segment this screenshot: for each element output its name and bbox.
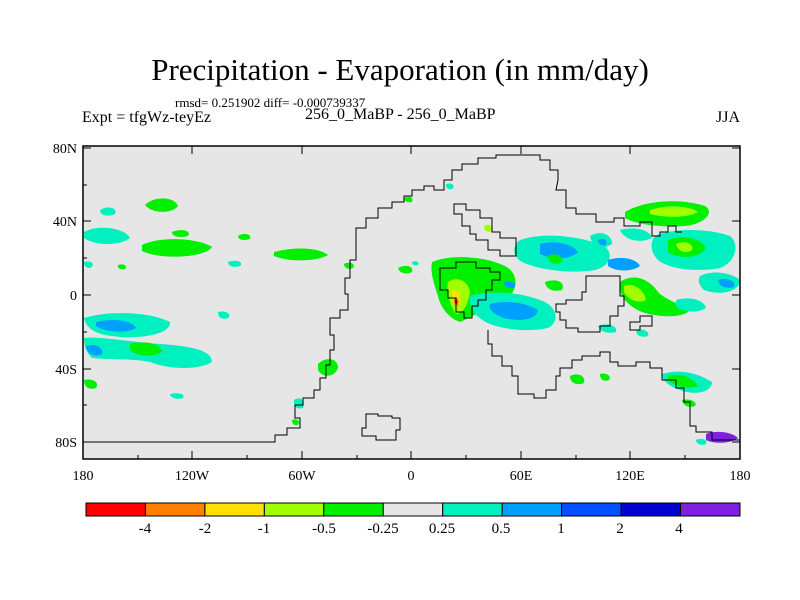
colorbar-box — [144, 502, 206, 517]
anomaly-blob — [446, 183, 454, 190]
anomaly-blob — [650, 206, 698, 217]
season-label: JJA — [715, 109, 740, 126]
colorbar-label: -0.25 — [367, 521, 398, 537]
colorbar-label: 1 — [557, 521, 565, 537]
landmass-outline — [83, 154, 682, 443]
colorbar: -4 -2 -1 -0.5 -0.25 0.25 0.5 1 2 4 — [85, 502, 741, 537]
anomaly-blob — [570, 374, 585, 385]
anomaly-blob — [404, 196, 413, 203]
anomaly-blob — [608, 258, 640, 271]
y-label-80s: 80S — [55, 436, 77, 451]
anomaly-blob — [344, 262, 354, 269]
anomaly-blob — [489, 302, 538, 320]
anomaly-blob — [172, 230, 189, 237]
anomaly-blob — [292, 419, 300, 426]
anomaly-blob — [96, 320, 136, 332]
colorbar-box — [263, 502, 325, 517]
colorbar-box — [501, 502, 563, 517]
anomaly-blob — [117, 264, 127, 270]
landmass-outline — [361, 413, 401, 441]
anomaly-blob — [682, 399, 696, 407]
anomaly-blob — [86, 345, 103, 356]
anomaly-blob — [598, 238, 607, 246]
x-label-120e: 120E — [615, 469, 645, 484]
experiment-label: Expt = tfgWz-teyEz — [82, 109, 211, 126]
y-label-0: 0 — [70, 289, 77, 304]
anomaly-blob — [84, 227, 130, 244]
anomaly-fields — [84, 183, 740, 445]
anomaly-blob — [484, 224, 492, 232]
x-label-60w: 60W — [288, 469, 316, 484]
y-label-40s: 40S — [55, 363, 77, 378]
plot-title: Precipitation - Evaporation (in mm/day) — [151, 52, 649, 87]
anomaly-blob — [398, 265, 413, 274]
anomaly-blob — [218, 311, 230, 319]
anomaly-blob — [145, 198, 178, 212]
anomaly-blob — [676, 298, 706, 312]
anomaly-blob — [636, 329, 649, 337]
x-label-0: 0 — [408, 469, 415, 484]
anomaly-blob — [412, 261, 419, 266]
anomaly-blob — [619, 277, 690, 317]
anomaly-blob — [718, 278, 735, 288]
colorbar-box — [382, 502, 444, 517]
anomaly-blob — [504, 281, 516, 289]
anomaly-blob — [274, 248, 328, 261]
x-ticks — [82, 146, 741, 459]
colorbar-label: -2 — [199, 521, 212, 537]
y-ticks — [83, 147, 740, 443]
anomaly-blob — [84, 379, 98, 389]
anomaly-blob — [600, 373, 610, 381]
y-label-40n: 40N — [53, 215, 77, 230]
colorbar-box — [85, 502, 146, 517]
x-label-180e: 180 — [730, 469, 751, 484]
anomaly-blob — [620, 228, 652, 241]
anomaly-blob — [130, 342, 162, 356]
colorbar-boxes — [85, 502, 741, 517]
colorbar-label: 4 — [675, 521, 683, 537]
colorbar-box — [680, 502, 741, 517]
colorbar-label: -4 — [139, 521, 152, 537]
anomaly-blob — [100, 207, 116, 216]
y-axis-labels: 80N 40N 0 40S 80S — [53, 142, 77, 451]
colorbar-label: -1 — [258, 521, 271, 537]
colorbar-box — [620, 502, 682, 517]
anomaly-blob — [293, 398, 304, 409]
landmass-outline — [629, 315, 653, 331]
anomaly-blob — [170, 393, 184, 399]
colorbar-box — [204, 502, 265, 517]
colorbar-box — [561, 502, 622, 517]
anomaly-blob — [238, 233, 251, 240]
x-axis-labels: 180 120W 60W 0 60E 120E 180 — [73, 469, 751, 484]
anomaly-blob — [84, 261, 93, 268]
colorbar-box — [323, 502, 384, 517]
anomaly-blob — [228, 260, 242, 267]
colorbar-label: -0.5 — [312, 521, 336, 537]
stats-label: rmsd= 0.251902 diff= -0.000739337 — [175, 95, 366, 110]
x-label-120w: 120W — [175, 469, 210, 484]
anomaly-blob — [545, 280, 563, 291]
anomaly-blob — [142, 239, 212, 257]
anomaly-blob — [696, 438, 707, 445]
colorbar-label: 0.5 — [492, 521, 511, 537]
colorbar-label: 2 — [616, 521, 624, 537]
continent-outlines — [83, 154, 740, 443]
x-label-60e: 60E — [510, 469, 533, 484]
landmass-outline — [453, 203, 517, 257]
colorbar-labels: -4 -2 -1 -0.5 -0.25 0.25 0.5 1 2 4 — [139, 521, 684, 537]
anomaly-blob — [548, 254, 563, 264]
colorbar-box — [442, 502, 503, 517]
colorbar-label: 0.25 — [429, 521, 455, 537]
anomaly-blob — [540, 242, 578, 259]
landmass-outline — [439, 261, 501, 319]
landmass-outline — [487, 330, 740, 441]
y-label-80n: 80N — [53, 142, 77, 157]
anomaly-blob — [624, 284, 646, 302]
anomaly-blob — [318, 359, 338, 376]
anomaly-blob — [676, 242, 693, 252]
case-label: 256_0_MaBP - 256_0_MaBP — [305, 106, 496, 123]
landmass-outline — [555, 275, 625, 333]
x-label-180w: 180 — [73, 469, 94, 484]
